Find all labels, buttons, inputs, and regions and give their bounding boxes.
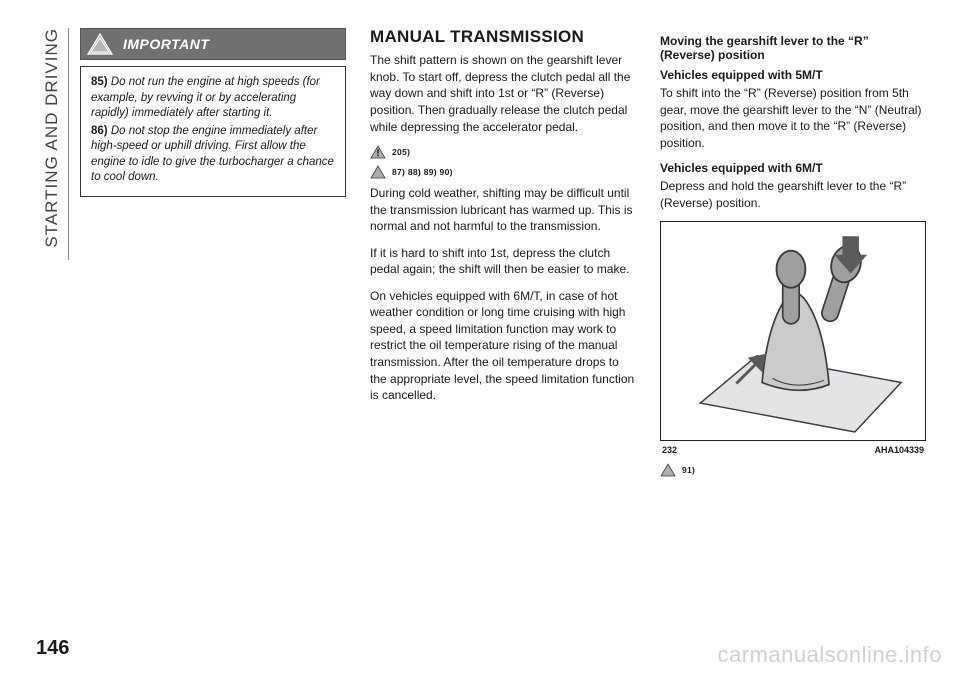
body-paragraph: Depress and hold the gearshift lever to … (660, 178, 926, 211)
note-text: Do not stop the engine immediately after… (91, 125, 334, 184)
ref-numbers: 87) 88) 89) 90) (392, 167, 453, 177)
info-triangle-icon (660, 463, 676, 477)
ref-line-info: 91) (660, 463, 926, 477)
gearshift-illustration (667, 228, 919, 434)
watermark: carmanualsonline.info (717, 642, 942, 668)
column-1: IMPORTANT 85) Do not run the engine at h… (80, 28, 346, 598)
content-columns: IMPORTANT 85) Do not run the engine at h… (80, 28, 926, 598)
body-paragraph: On vehicles equipped with 6M/T, in case … (370, 288, 636, 404)
note-number: 85) (91, 76, 108, 88)
body-paragraph: The shift pattern is shown on the gearsh… (370, 52, 636, 135)
ref-numbers: 205) (392, 147, 410, 157)
section-side-label: STARTING AND DRIVING (42, 28, 62, 248)
ref-line-info: 87) 88) 89) 90) (370, 165, 636, 179)
body-paragraph: To shift into the “R” (Reverse) position… (660, 85, 926, 151)
alert-triangle-icon (370, 145, 386, 159)
note-number: 86) (91, 125, 108, 137)
body-paragraph: If it is hard to shift into 1st, depress… (370, 245, 636, 278)
figure-caption: 232 AHA104339 (660, 445, 926, 455)
figure-code: AHA104339 (874, 445, 924, 455)
important-note: 85) Do not run the engine at high speeds… (91, 75, 335, 122)
warning-triangle-icon (87, 33, 113, 55)
important-label: IMPORTANT (123, 36, 209, 52)
ref-line-alert: 205) (370, 145, 636, 159)
important-note: 86) Do not stop the engine immediately a… (91, 124, 335, 186)
section-title: MANUAL TRANSMISSION (370, 28, 636, 46)
body-paragraph: During cold weather, shifting may be dif… (370, 185, 636, 235)
column-3: Moving the gearshift lever to the “R” (R… (660, 28, 926, 598)
column-2: MANUAL TRANSMISSION The shift pattern is… (370, 28, 636, 598)
info-triangle-icon (370, 165, 386, 179)
subheading: Vehicles equipped with 6M/T (660, 161, 926, 175)
subheading: Vehicles equipped with 5M/T (660, 68, 926, 82)
page-number: 146 (36, 637, 69, 660)
manual-page: STARTING AND DRIVING IMPORTANT 85) Do no… (0, 0, 960, 678)
note-text: Do not run the engine at high speeds (fo… (91, 76, 320, 119)
figure-box (660, 221, 926, 441)
subheading: Moving the gearshift lever to the “R” (R… (660, 34, 926, 62)
ref-numbers: 91) (682, 465, 695, 475)
important-box: 85) Do not run the engine at high speeds… (80, 66, 346, 197)
important-header: IMPORTANT (80, 28, 346, 60)
figure-number: 232 (662, 445, 677, 455)
side-rule (68, 28, 69, 260)
